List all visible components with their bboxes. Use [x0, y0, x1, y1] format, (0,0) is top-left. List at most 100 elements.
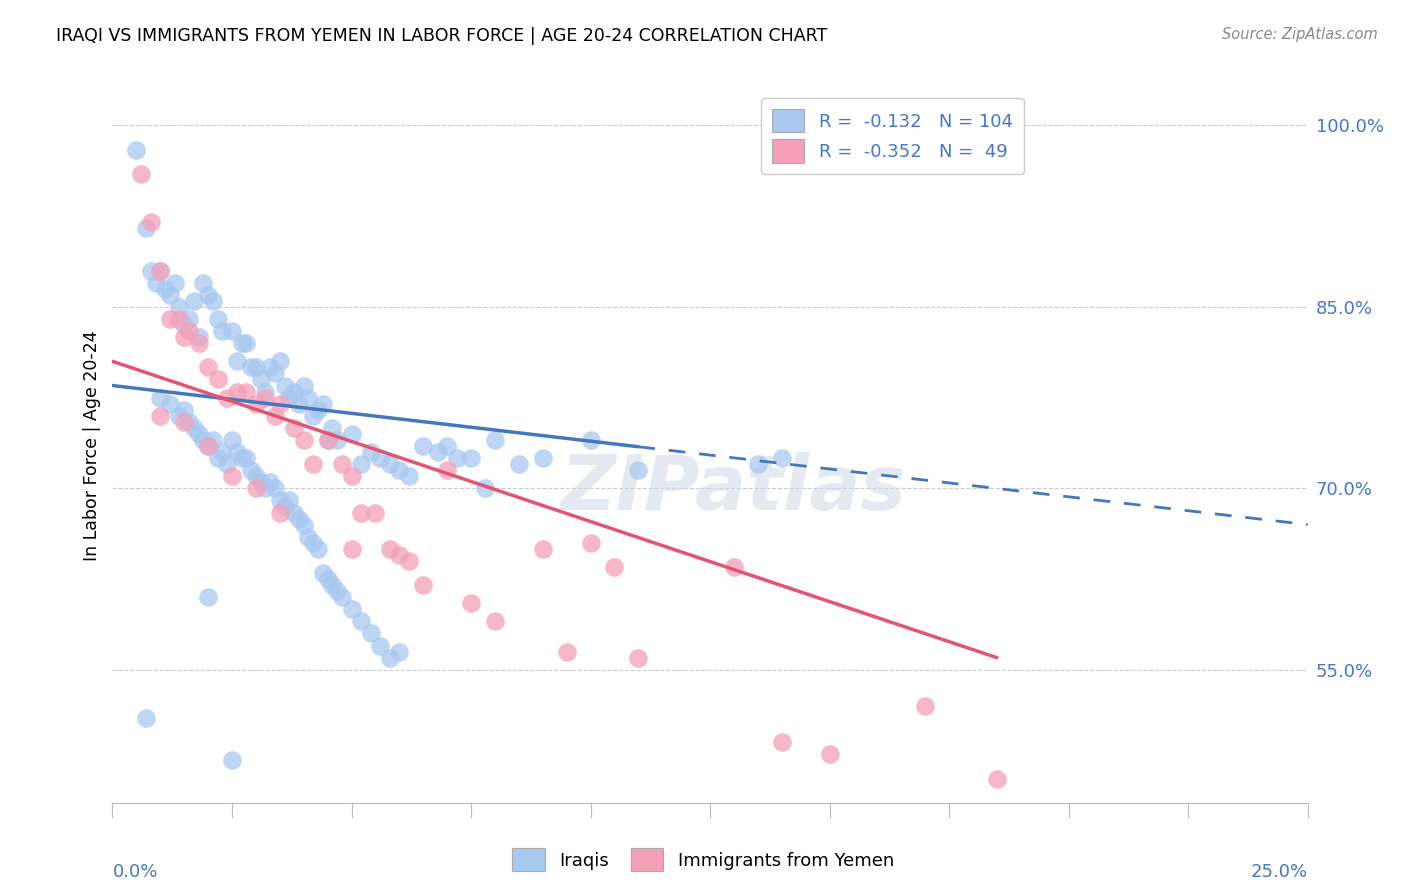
Point	[316, 572, 339, 586]
Point	[292, 378, 315, 392]
Point	[201, 293, 224, 308]
Point	[197, 590, 219, 604]
Point	[197, 288, 219, 302]
Point	[914, 699, 936, 714]
Point	[197, 360, 219, 375]
Point	[187, 330, 209, 344]
Point	[235, 451, 257, 466]
Point	[388, 645, 411, 659]
Point	[159, 312, 181, 326]
Point	[211, 324, 233, 338]
Point	[269, 506, 291, 520]
Point	[254, 481, 277, 495]
Point	[259, 360, 281, 375]
Text: 0.0%: 0.0%	[112, 863, 157, 881]
Point	[173, 330, 195, 344]
Point	[818, 747, 841, 762]
Point	[139, 215, 162, 229]
Point	[368, 451, 391, 466]
Point	[426, 445, 449, 459]
Point	[269, 493, 291, 508]
Point	[245, 481, 267, 495]
Point	[627, 650, 650, 665]
Point	[330, 590, 353, 604]
Point	[235, 384, 257, 399]
Point	[245, 397, 267, 411]
Point	[288, 511, 311, 525]
Point	[145, 276, 167, 290]
Point	[129, 167, 152, 181]
Text: ZIPatlas: ZIPatlas	[561, 452, 907, 525]
Point	[235, 336, 257, 351]
Point	[627, 463, 650, 477]
Point	[225, 354, 247, 368]
Point	[249, 372, 271, 386]
Point	[508, 457, 530, 471]
Point	[264, 481, 287, 495]
Point	[302, 535, 325, 549]
Point	[579, 433, 602, 447]
Point	[177, 324, 200, 338]
Legend: Iraqis, Immigrants from Yemen: Iraqis, Immigrants from Yemen	[505, 841, 901, 879]
Point	[278, 391, 301, 405]
Point	[770, 735, 793, 749]
Point	[436, 463, 458, 477]
Point	[364, 506, 387, 520]
Point	[187, 426, 209, 441]
Point	[225, 445, 247, 459]
Point	[446, 451, 468, 466]
Point	[316, 433, 339, 447]
Point	[723, 560, 745, 574]
Point	[207, 312, 229, 326]
Point	[153, 282, 176, 296]
Point	[460, 451, 482, 466]
Point	[240, 463, 263, 477]
Point	[245, 469, 267, 483]
Point	[259, 475, 281, 490]
Point	[412, 578, 434, 592]
Point	[273, 378, 295, 392]
Point	[350, 506, 373, 520]
Point	[436, 439, 458, 453]
Point	[579, 535, 602, 549]
Point	[378, 541, 401, 556]
Point	[169, 409, 191, 423]
Point	[264, 409, 287, 423]
Text: 25.0%: 25.0%	[1250, 863, 1308, 881]
Point	[326, 584, 349, 599]
Point	[269, 397, 291, 411]
Point	[398, 469, 420, 483]
Point	[388, 463, 411, 477]
Point	[159, 288, 181, 302]
Point	[312, 397, 335, 411]
Point	[183, 421, 205, 435]
Point	[302, 457, 325, 471]
Point	[173, 402, 195, 417]
Point	[221, 754, 243, 768]
Point	[231, 451, 253, 466]
Point	[292, 517, 315, 532]
Point	[197, 439, 219, 453]
Point	[297, 530, 319, 544]
Point	[231, 336, 253, 351]
Point	[173, 415, 195, 429]
Point	[368, 639, 391, 653]
Point	[221, 433, 243, 447]
Point	[264, 367, 287, 381]
Point	[149, 409, 172, 423]
Point	[283, 421, 305, 435]
Point	[135, 221, 157, 235]
Point	[340, 602, 363, 616]
Point	[340, 541, 363, 556]
Point	[283, 384, 305, 399]
Point	[297, 391, 319, 405]
Text: IRAQI VS IMMIGRANTS FROM YEMEN IN LABOR FORCE | AGE 20-24 CORRELATION CHART: IRAQI VS IMMIGRANTS FROM YEMEN IN LABOR …	[56, 27, 828, 45]
Point	[360, 445, 382, 459]
Point	[177, 415, 200, 429]
Point	[330, 457, 353, 471]
Point	[747, 457, 769, 471]
Point	[307, 402, 329, 417]
Point	[412, 439, 434, 453]
Point	[350, 457, 373, 471]
Point	[378, 457, 401, 471]
